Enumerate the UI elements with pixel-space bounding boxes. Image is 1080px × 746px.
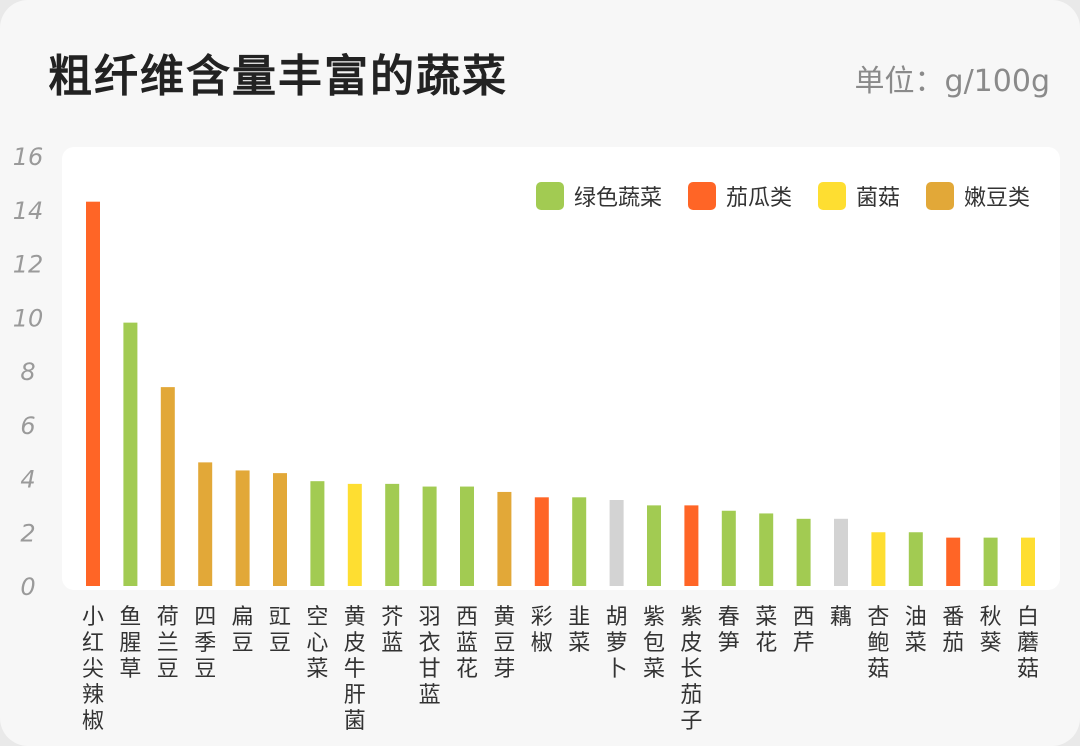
- x-tick-label: 秋葵: [980, 605, 1002, 656]
- legend-swatch-orange: [687, 182, 716, 210]
- legend-item-yellow: 菌菇: [817, 180, 900, 212]
- bar-15: [609, 500, 624, 586]
- bar-14: [572, 497, 587, 586]
- x-tick-label: 西蓝花: [456, 605, 478, 682]
- x-tick-label: 荷兰豆: [157, 605, 179, 682]
- y-tick-label: 0: [20, 573, 35, 601]
- y-tick-label: 6: [20, 412, 35, 440]
- x-tick-label: 鱼腥草: [119, 605, 141, 682]
- bar-11: [460, 486, 474, 586]
- y-tick-label: 8: [20, 358, 35, 386]
- x-tick-label: 春笋: [718, 605, 740, 656]
- bar-12: [497, 491, 512, 586]
- y-tick-label: 12: [13, 251, 44, 279]
- plot-area: [62, 147, 1060, 590]
- x-tick-label: 紫皮长茄子: [680, 605, 702, 734]
- bar-8: [347, 483, 362, 586]
- x-tick-label: 空心菜: [306, 605, 328, 682]
- bar-26: [1021, 537, 1035, 586]
- bar-20: [796, 518, 811, 586]
- x-tick-label: 油菜: [905, 605, 927, 656]
- bar-2: [123, 322, 138, 586]
- x-tick-label: 番茄: [942, 605, 964, 656]
- x-tick-label: 彩椒: [531, 605, 553, 656]
- bar-1: [86, 201, 100, 586]
- x-tick-label: 菜花: [755, 605, 777, 656]
- legend-label-orange: 茄瓜类: [725, 186, 792, 211]
- x-tick-label: 黄豆芽: [493, 605, 515, 682]
- x-tick-label: 小红尖辣椒: [82, 605, 104, 734]
- x-tick-label: 韭菜: [568, 605, 590, 656]
- bar-17: [684, 505, 699, 586]
- y-tick-label: 10: [13, 304, 44, 332]
- legend-label-green: 绿色蔬菜: [573, 186, 662, 211]
- chart-title: 粗纤维含量丰富的蔬菜: [48, 51, 508, 102]
- bar-7: [310, 481, 325, 586]
- x-tick-label: 白蘑菇: [1017, 605, 1039, 682]
- x-tick-label: 芥蓝: [381, 605, 403, 656]
- bar-19: [759, 513, 774, 586]
- y-tick-label: 16: [13, 143, 44, 171]
- bar-5: [235, 470, 250, 586]
- legend-swatch-green: [535, 182, 564, 210]
- bar-3: [160, 387, 175, 586]
- x-tick-label: 豇豆: [269, 605, 291, 656]
- legend-item-tan: 嫩豆类: [925, 180, 1030, 212]
- x-tick-label: 紫包菜: [643, 605, 665, 682]
- legend-label-tan: 嫩豆类: [963, 186, 1030, 211]
- x-tick-label: 胡萝卜: [606, 605, 628, 682]
- bar-21: [834, 518, 848, 586]
- x-tick-label: 黄皮牛肝菌: [344, 605, 366, 734]
- x-tick-label: 四季豆: [194, 605, 216, 682]
- x-tick-label: 杏鲍菇: [867, 605, 889, 682]
- bar-22: [871, 532, 886, 586]
- y-tick-label: 4: [20, 466, 35, 494]
- bar-25: [983, 537, 998, 586]
- unit-label: 单位：g/100g: [854, 64, 1050, 99]
- legend-label-yellow: 菌菇: [855, 186, 900, 211]
- bar-16: [647, 505, 661, 586]
- x-tick-label: 羽衣甘蓝: [419, 605, 441, 708]
- legend-swatch-yellow: [817, 182, 846, 210]
- bar-4: [198, 462, 213, 586]
- y-tick-label: 2: [20, 519, 35, 547]
- legend-item-green: 绿色蔬菜: [535, 180, 662, 212]
- x-tick-label: 藕: [830, 605, 852, 630]
- legend-item-orange: 茄瓜类: [687, 180, 792, 212]
- bar-18: [721, 510, 736, 586]
- bar-10: [422, 486, 437, 586]
- x-tick-label: 西芹: [793, 605, 815, 656]
- legend: 绿色蔬菜 茄瓜类 菌菇 嫩豆类: [535, 180, 1030, 212]
- bar-13: [534, 497, 549, 586]
- bar-6: [273, 473, 287, 586]
- bar-24: [946, 537, 961, 586]
- bar-9: [385, 483, 400, 586]
- legend-swatch-tan: [925, 182, 954, 210]
- y-tick-label: 14: [13, 197, 44, 225]
- x-tick-label: 扁豆: [232, 605, 254, 656]
- bar-23: [908, 532, 923, 586]
